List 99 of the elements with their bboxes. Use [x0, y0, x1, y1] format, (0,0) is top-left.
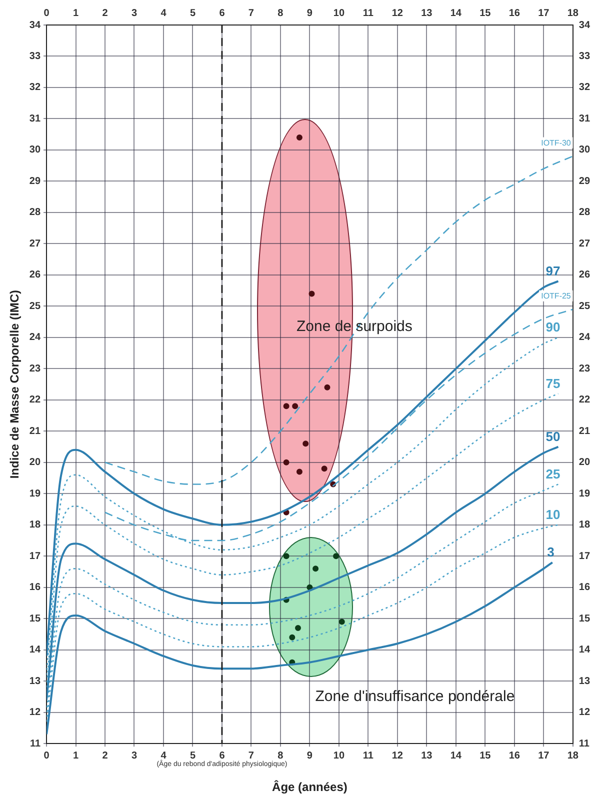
y2-tick-label: 18	[578, 520, 590, 531]
y-tick-label: 12	[29, 707, 41, 718]
y-tick-label: 18	[29, 520, 41, 531]
y2-tick-label: 24	[578, 332, 590, 344]
y2-tick-label: 31	[578, 113, 590, 124]
annotation: Zone d'insuffisance pondérale	[315, 688, 515, 706]
series-label: 97	[546, 263, 560, 278]
y2-tick-label: 23	[578, 363, 590, 374]
y-tick-label: 23	[29, 363, 41, 374]
y-tick-label: 14	[29, 644, 41, 656]
y-tick-label: 28	[29, 207, 41, 218]
x-tick-label: 3	[131, 8, 138, 19]
series-label: 10	[546, 506, 560, 522]
y-tick-label: 19	[29, 488, 41, 500]
y2-tick-label: 27	[578, 238, 590, 250]
y-tick-label: 27	[29, 238, 41, 250]
x2-tick-label: 10	[333, 750, 345, 762]
y2-tick-label: 13	[578, 676, 590, 687]
y-tick-label: 11	[30, 738, 41, 750]
y2-tick-label: 28	[578, 207, 590, 218]
y-tick-label: 24	[29, 332, 41, 344]
x2-tick-label: 11	[362, 750, 374, 762]
y-tick-label: 15	[29, 613, 41, 624]
y2-tick-label: 34	[578, 20, 590, 31]
y-tick-label: 26	[29, 270, 41, 281]
y-tick-label: 29	[29, 176, 41, 187]
x-axis-title: Âge (années)	[272, 780, 348, 794]
y2-tick-label: 32	[578, 82, 590, 94]
x2-tick-label: 18	[567, 750, 579, 762]
y-tick-label: 34	[29, 20, 41, 31]
y-tick-label: 25	[29, 300, 41, 312]
y-axis-title: Indice de Masse Corporelle (IMC)	[8, 290, 22, 479]
x2-tick-label: 17	[538, 750, 550, 762]
x2-tick-label: 3	[131, 750, 138, 762]
y2-tick-label: 30	[578, 144, 590, 156]
y2-tick-label: 19	[578, 488, 590, 500]
x2-tick-label: 5	[190, 750, 196, 762]
x-tick-label: 6	[219, 8, 226, 19]
y2-tick-label: 33	[578, 50, 590, 62]
x-tick-label: 14	[450, 8, 462, 19]
y-tick-label: 16	[29, 582, 41, 594]
y2-tick-label: 11	[578, 738, 590, 750]
x2-tick-label: 8	[278, 750, 284, 762]
x2-tick-label: 4	[160, 750, 167, 762]
x-tick-label: 15	[480, 8, 492, 19]
x2-tick-label: 7	[248, 750, 254, 762]
y2-tick-label: 26	[578, 270, 590, 281]
y2-tick-label: 16	[578, 582, 590, 594]
series-label: 90	[546, 320, 560, 335]
x-tick-label: 17	[538, 8, 550, 19]
y-tick-label: 33	[29, 50, 41, 62]
y2-tick-label: 22	[578, 394, 590, 406]
y2-tick-label: 25	[578, 300, 590, 312]
x-tick-label: 12	[392, 8, 404, 19]
y-tick-label: 32	[29, 82, 41, 94]
annotation: Zone de surpoids	[296, 318, 412, 335]
y-tick-label: 20	[29, 457, 41, 468]
y2-tick-label: 15	[578, 613, 590, 624]
series-label: IOTF-30	[541, 138, 572, 148]
series-label: IOTF-25	[541, 292, 572, 301]
x2-tick-label: 2	[102, 750, 108, 762]
series-label: 3	[547, 544, 554, 560]
series-label: 25	[546, 466, 560, 482]
x-tick-label: 8	[278, 8, 284, 19]
x-tick-label: 11	[362, 8, 374, 19]
x-tick-label: 13	[421, 8, 433, 19]
y-tick-label: 17	[29, 550, 41, 562]
x-tick-label: 2	[102, 8, 108, 19]
x2-tick-label: 15	[480, 750, 492, 762]
y2-tick-label: 12	[578, 707, 590, 718]
series-label: 75	[546, 376, 560, 391]
x2-tick-label: 1	[72, 750, 79, 762]
x-tick-label: 9	[306, 8, 313, 19]
y-tick-label: 22	[29, 394, 41, 406]
y2-tick-label: 14	[578, 644, 590, 656]
series-label: 50	[546, 428, 560, 444]
y-tick-label: 30	[29, 144, 41, 156]
x-tick-label: 18	[567, 8, 579, 19]
x2-tick-label: 0	[44, 750, 50, 762]
x-tick-label: 5	[190, 8, 196, 19]
x-tick-label: 1	[72, 8, 79, 19]
x-tick-label: 0	[44, 8, 50, 19]
x-tick-label: 4	[160, 8, 167, 19]
y2-tick-label: 21	[578, 426, 590, 437]
x2-tick-label: 14	[450, 750, 462, 762]
x2-tick-label: 12	[392, 750, 404, 762]
y2-tick-label: 17	[578, 550, 590, 562]
x2-tick-label: 13	[421, 750, 433, 762]
x2-tick-label: 6	[219, 750, 226, 762]
x2-tick-label: 9	[306, 750, 313, 762]
x-tick-label: 7	[248, 8, 254, 19]
x2-tick-label: 16	[508, 750, 520, 762]
y-tick-label: 31	[29, 113, 41, 124]
x-tick-label: 16	[508, 8, 520, 19]
y-tick-label: 13	[29, 676, 41, 687]
y2-tick-label: 29	[578, 176, 590, 187]
y-tick-label: 21	[29, 426, 41, 437]
y2-tick-label: 20	[578, 457, 590, 468]
x-tick-label: 10	[333, 8, 345, 19]
